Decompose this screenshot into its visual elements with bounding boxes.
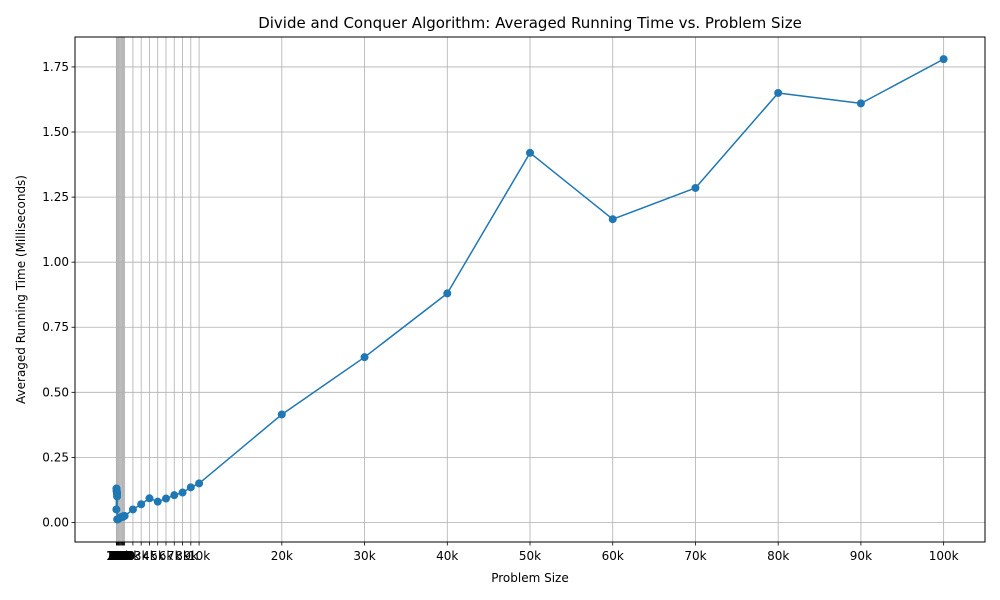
y-tick-label: 0.25 (42, 450, 69, 464)
data-point (856, 99, 865, 108)
y-tick-label: 1.00 (42, 255, 69, 269)
x-tick-label: 7k (167, 549, 182, 563)
x-tick-label: 80 (109, 549, 124, 563)
x-tick-label: 400 (108, 549, 131, 563)
x-tick-label: 30k (353, 549, 375, 563)
data-point (153, 497, 162, 506)
x-tick-label: 50k (519, 549, 541, 563)
data-point (526, 148, 534, 157)
x-tick-label: 90 (109, 549, 124, 563)
x-tick-label: 100 (106, 549, 129, 563)
y-axis: 0.00 0.25 0.50 0.75 1.00 1.25 1.50 1.75 (42, 60, 75, 529)
y-tick-label: 0.50 (42, 385, 69, 399)
data-point (360, 353, 369, 362)
data-point (137, 500, 146, 509)
x-tick-label: 10 (109, 549, 124, 563)
x-tick-label: 8k (175, 549, 190, 563)
x-tick-label: 60k (602, 549, 624, 563)
x-tick-label: 2k (126, 549, 141, 563)
data-point (120, 511, 129, 520)
x-tick-label: 20 (109, 549, 124, 563)
x-tick-label: 3k (134, 549, 149, 563)
x-tick-label: 10k (188, 549, 210, 563)
y-axis-title: Averaged Running Time (Milliseconds) (14, 175, 28, 404)
data-point (939, 55, 948, 64)
x-tick-label: 90k (850, 549, 872, 563)
data-point (608, 215, 617, 224)
data-point (112, 505, 121, 514)
x-tick-label: 200 (107, 549, 130, 563)
data-point (186, 483, 195, 492)
y-tick-label: 0.75 (42, 320, 69, 334)
data-point (195, 479, 204, 488)
x-tick-label: 4k (142, 549, 157, 563)
y-tick-label: 1.75 (42, 60, 69, 74)
data-point (145, 494, 154, 503)
grid-lines (75, 37, 985, 542)
y-tick-label: 1.50 (42, 125, 69, 139)
data-point (170, 491, 179, 500)
chart-title: Divide and Conquer Algorithm: Averaged R… (258, 14, 802, 32)
y-tick-label: 0.00 (42, 515, 69, 529)
y-tick-label: 1.25 (42, 190, 69, 204)
data-point (113, 492, 122, 501)
x-tick-label: 60 (109, 549, 124, 563)
x-tick-label: 5k (150, 549, 165, 563)
x-tick-label: 900 (112, 549, 135, 563)
x-tick-label: 9k (184, 549, 199, 563)
x-tick-label: 1k (117, 549, 132, 563)
x-tick-label: 800 (112, 549, 135, 563)
x-tick-label: 300 (107, 549, 130, 563)
x-tick-label: 40 (109, 549, 124, 563)
x-tick-label: 40k (436, 549, 458, 563)
x-tick-label: 500 (109, 549, 132, 563)
data-point (128, 505, 137, 514)
data-point (178, 488, 187, 497)
data-point (774, 88, 783, 97)
x-tick-label: 700 (111, 549, 134, 563)
x-tick-label: 600 (110, 549, 133, 563)
x-tick-label: 30 (109, 549, 124, 563)
data-point (443, 289, 452, 298)
data-series (112, 55, 948, 524)
data-point (277, 410, 286, 419)
x-tick-label: 70k (684, 549, 706, 563)
x-tick-label: 100k (929, 549, 959, 563)
x-axis-title: Problem Size (491, 571, 569, 585)
x-tick-label: 6k (159, 549, 174, 563)
data-point (162, 494, 170, 503)
x-tick-label: 70 (109, 549, 124, 563)
x-tick-label: 50 (109, 549, 124, 563)
x-tick-label: 20k (271, 549, 293, 563)
x-axis: 1020304050607080901002003004005006007008… (106, 542, 959, 563)
data-point (691, 183, 700, 192)
x-tick-label: 80k (767, 549, 789, 563)
